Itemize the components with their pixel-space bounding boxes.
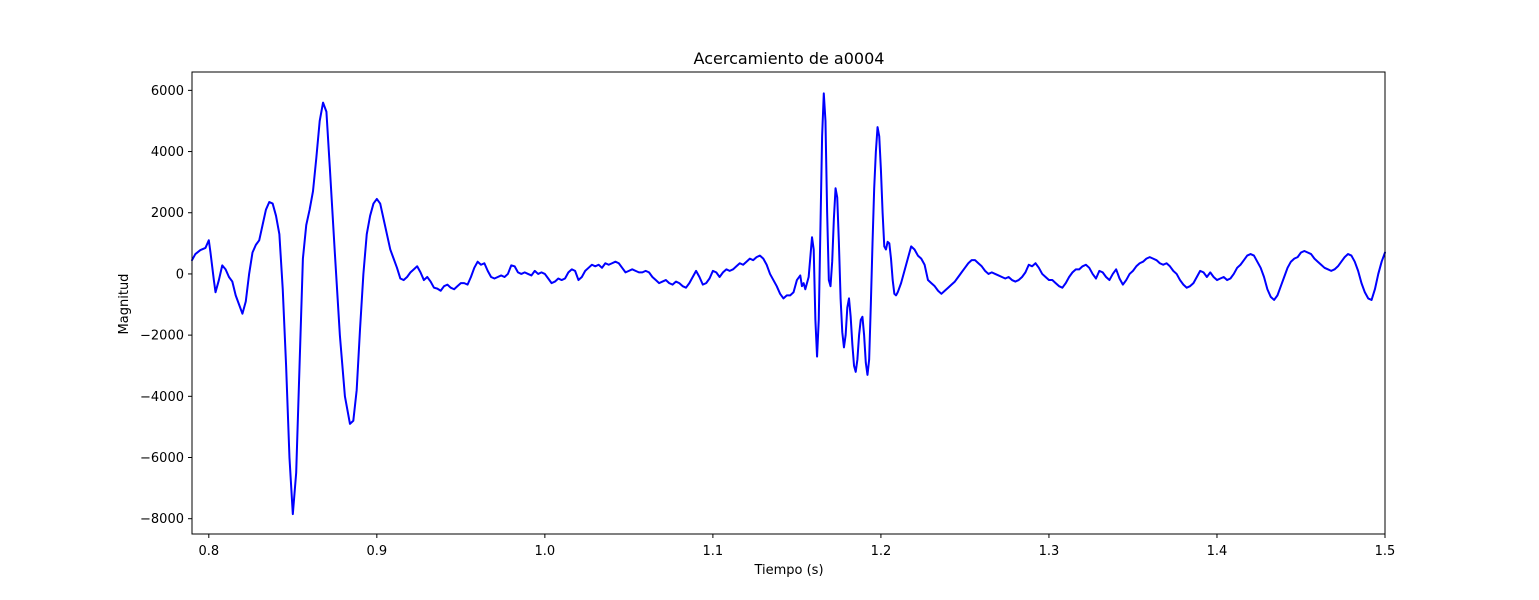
y-tick-label: 0 (176, 267, 184, 282)
y-axis-label: Magnitud (117, 274, 132, 335)
axes-frame (191, 71, 1386, 535)
y-tick-label: 6000 (151, 84, 184, 99)
x-tick-label: 0.9 (366, 544, 387, 559)
y-tick-label: 4000 (151, 145, 184, 160)
x-tick-label: 1.1 (703, 544, 724, 559)
x-tick-label: 1.0 (535, 544, 556, 559)
y-tick-label: −8000 (140, 512, 184, 527)
x-tick-label: 1.2 (871, 544, 892, 559)
y-tick-label: −2000 (140, 329, 184, 344)
x-tick-label: 1.3 (1039, 544, 1060, 559)
plot-area (191, 92, 1386, 516)
y-tick-label: −6000 (140, 451, 184, 466)
y-axis: −8000 −6000 −4000 −2000 0 2000 4000 6000 (140, 84, 192, 527)
series-line (191, 92, 1386, 516)
x-axis-label: Tiempo (s) (753, 563, 823, 578)
x-axis: 0.8 0.9 1.0 1.1 1.2 1.3 1.4 1.5 (198, 534, 1395, 559)
chart-title: Acercamiento de a0004 (694, 49, 885, 68)
x-tick-label: 1.4 (1207, 544, 1228, 559)
y-tick-label: −4000 (140, 390, 184, 405)
x-tick-label: 1.5 (1375, 544, 1396, 559)
x-tick-label: 0.8 (198, 544, 219, 559)
y-tick-label: 2000 (151, 206, 184, 221)
